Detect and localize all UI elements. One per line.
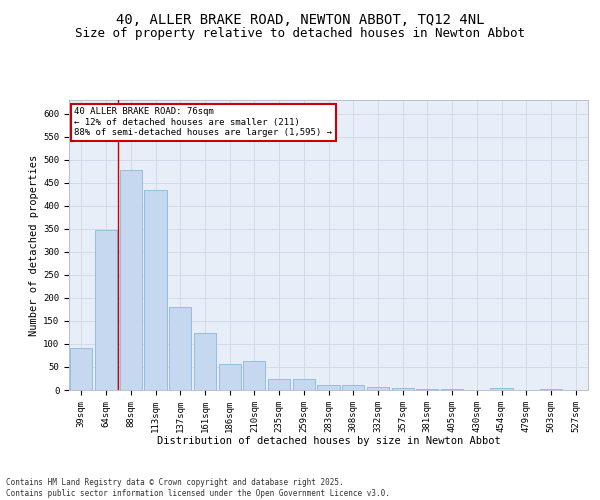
Bar — [317, 385, 340, 390]
Text: Size of property relative to detached houses in Newton Abbot: Size of property relative to detached ho… — [75, 28, 525, 40]
Bar — [145, 190, 167, 390]
Bar — [490, 388, 512, 390]
Bar — [293, 380, 315, 390]
Text: Contains HM Land Registry data © Crown copyright and database right 2025.
Contai: Contains HM Land Registry data © Crown c… — [6, 478, 390, 498]
Bar — [70, 348, 92, 390]
Bar — [367, 387, 389, 390]
Bar — [540, 389, 562, 390]
Bar — [169, 306, 191, 390]
Bar — [342, 385, 364, 390]
X-axis label: Distribution of detached houses by size in Newton Abbot: Distribution of detached houses by size … — [157, 436, 500, 446]
Bar — [243, 360, 265, 390]
Bar — [268, 380, 290, 390]
Bar — [392, 388, 414, 390]
Bar — [416, 389, 439, 390]
Bar — [441, 389, 463, 390]
Text: 40 ALLER BRAKE ROAD: 76sqm
← 12% of detached houses are smaller (211)
88% of sem: 40 ALLER BRAKE ROAD: 76sqm ← 12% of deta… — [74, 108, 332, 137]
Bar — [194, 333, 216, 390]
Y-axis label: Number of detached properties: Number of detached properties — [29, 154, 39, 336]
Text: 40, ALLER BRAKE ROAD, NEWTON ABBOT, TQ12 4NL: 40, ALLER BRAKE ROAD, NEWTON ABBOT, TQ12… — [116, 12, 484, 26]
Bar — [119, 170, 142, 390]
Bar — [95, 230, 117, 390]
Bar — [218, 364, 241, 390]
